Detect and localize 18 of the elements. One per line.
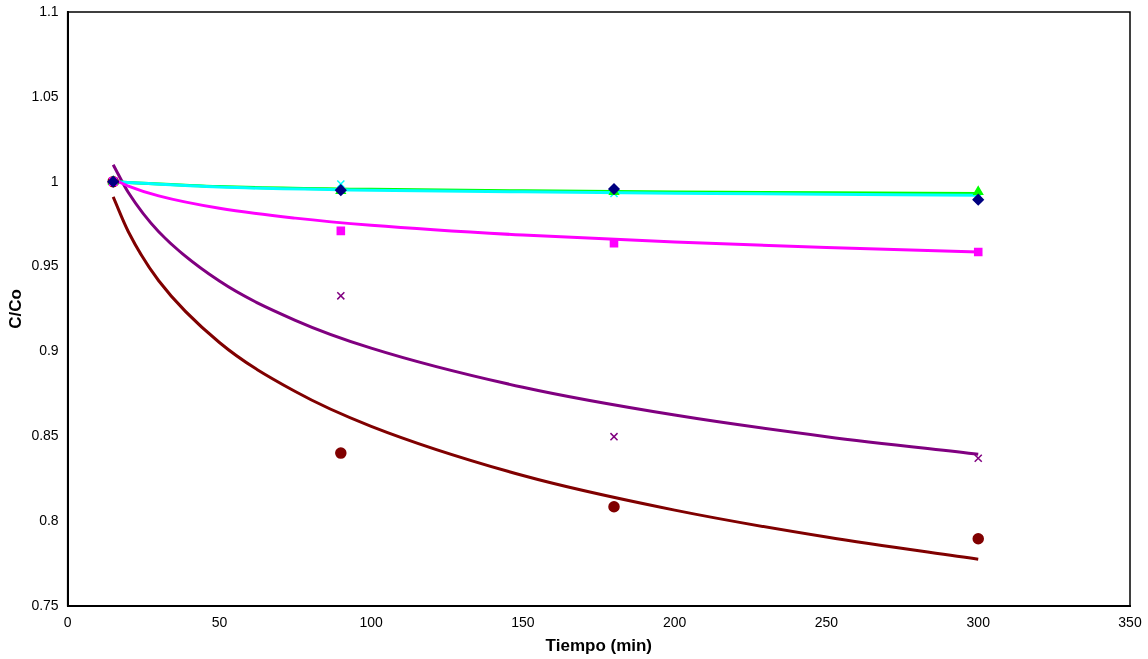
x-tick-label: 0 bbox=[63, 614, 72, 631]
x-tick-label: 50 bbox=[211, 614, 228, 631]
y-tick-label: 1.1 bbox=[39, 2, 59, 19]
x-axis-title: Tiempo (min) bbox=[545, 636, 653, 656]
y-tick-label: 0.9 bbox=[39, 342, 59, 359]
x-tick-label: 150 bbox=[511, 614, 535, 631]
x-tick-label: 300 bbox=[966, 614, 991, 631]
y-tick-label: 1.05 bbox=[31, 87, 59, 104]
y-tick-label: 1 bbox=[50, 172, 59, 189]
x-tick-label: 100 bbox=[359, 614, 384, 631]
y-tick-label: 0.8 bbox=[39, 511, 59, 528]
x-tick-label: 350 bbox=[1118, 614, 1142, 631]
x-tick-label: 200 bbox=[663, 614, 687, 631]
y-tick-label: 0.85 bbox=[31, 427, 59, 443]
x-tick-label: 250 bbox=[814, 614, 839, 631]
y-tick-label: 0.75 bbox=[31, 596, 59, 613]
y-axis-title: C/Co bbox=[5, 289, 25, 329]
y-tick-label: 0.95 bbox=[31, 257, 59, 274]
